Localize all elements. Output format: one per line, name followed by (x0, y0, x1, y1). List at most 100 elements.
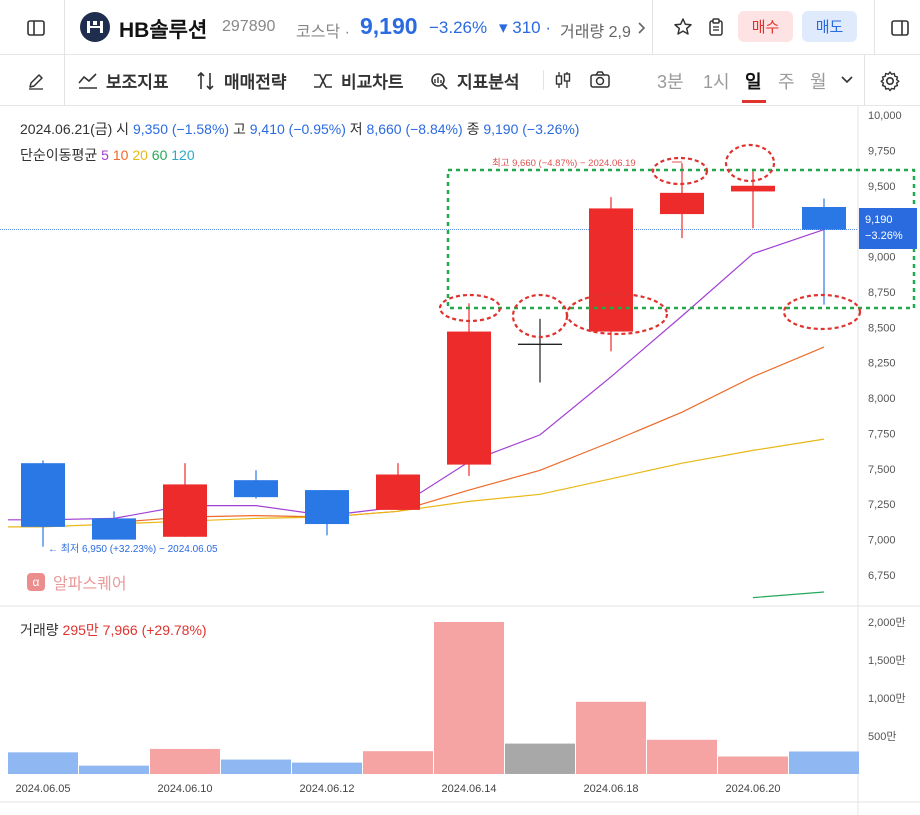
date-tick-label: 2024.06.10 (157, 783, 212, 795)
star-icon[interactable] (670, 14, 696, 40)
camera-icon[interactable] (587, 68, 613, 92)
volume-label: 거래량 2,9 (560, 24, 631, 41)
candle-body[interactable] (376, 474, 420, 510)
price-tag-change: −3.26% (865, 230, 903, 242)
annotation-ellipse (651, 156, 709, 186)
annotation-ellipse (724, 143, 776, 183)
pencil-icon[interactable] (22, 67, 50, 95)
volume-bar (505, 743, 575, 774)
stock-code: 297890 (222, 18, 276, 35)
price-tick-label: 9,750 (868, 145, 896, 157)
volume-bar (292, 762, 362, 774)
alphasquare-watermark: α 알파스퀘어 (27, 570, 127, 594)
price-tick-label: 7,500 (868, 464, 896, 476)
alphasquare-logo-icon: α (27, 573, 45, 591)
candle-body[interactable] (92, 518, 136, 540)
price-tick-label: 9,500 (868, 181, 896, 193)
clipboard-icon[interactable] (703, 14, 729, 40)
price-tick-label: 8,500 (868, 322, 896, 334)
panel-toggle-icon[interactable] (886, 14, 914, 42)
high-annotation: 최고 9,660 (−4.87%) − 2024.06.19 (492, 158, 636, 169)
strategy-button[interactable]: 매매전략 (195, 68, 287, 93)
compare-button[interactable]: 비교차트 (312, 68, 404, 93)
volume-bar (434, 622, 504, 774)
price-tick-label: 6,750 (868, 570, 896, 582)
volume-info: 거래량 295만 7,966 (+29.78%) (20, 620, 207, 640)
ohlc-info: 2024.06.21(금) 시 9,350 (−1.58%) 고 9,410 (… (20, 119, 579, 139)
analysis-button[interactable]: 지표분석 (428, 68, 520, 93)
period-1hour[interactable]: 1시 (703, 72, 730, 92)
candle-body[interactable] (660, 192, 704, 215)
price-tick-label: 8,750 (868, 287, 896, 299)
shuffle-icon (314, 73, 332, 88)
volume-info-label: 거래량 (20, 622, 59, 638)
trade-strategy-icon (197, 71, 214, 90)
chevron-right-icon[interactable] (634, 14, 650, 42)
volume-bar (8, 752, 78, 774)
ma-10: 10 (112, 147, 129, 163)
highlight-box (446, 168, 916, 310)
watermark-text: 알파스퀘어 (53, 576, 127, 593)
low-label: 저 (349, 121, 363, 137)
volume-tick-label: 500만 (868, 730, 896, 743)
candle-body[interactable] (802, 207, 846, 230)
price-tick-label: 8,250 (868, 358, 896, 370)
volume-tick-label: 2,000만 (868, 616, 906, 629)
buy-button[interactable]: 매수 (738, 11, 793, 42)
candle-body[interactable] (21, 463, 65, 527)
volume-tick-label: 1,000만 (868, 692, 906, 705)
analysis-icon (431, 72, 448, 90)
close-value: 9,190 (−3.26%) (483, 121, 580, 137)
top-bar: HB솔루션 297890 코스닥 · 9,190 −3.26% ▾ 310 · … (0, 0, 920, 55)
volume-info-value: 295만 7,966 (+29.78%) (62, 622, 207, 638)
indicators-button[interactable]: 보조지표 (77, 68, 169, 93)
volume-bar (718, 756, 788, 774)
gear-icon[interactable] (876, 67, 904, 95)
sidebar-toggle-icon[interactable] (22, 14, 50, 42)
annotation-ellipse (565, 292, 669, 336)
open-label: 시 (116, 121, 130, 137)
period-week[interactable]: 주 (778, 72, 795, 92)
stock-name[interactable]: HB솔루션 (119, 19, 208, 42)
price-chart[interactable]: 10,0009,7509,5009,2509,0008,7508,5008,25… (0, 106, 920, 815)
period-month[interactable]: 월 (810, 72, 827, 92)
candle-body[interactable] (305, 490, 349, 525)
ma-legend[interactable]: 단순이동평균 5 10 20 60 120 (20, 145, 195, 165)
period-day[interactable]: 일 (745, 72, 762, 92)
volume-bar (363, 751, 433, 774)
open-value: 9,350 (−1.58%) (132, 121, 230, 137)
ma-20: 20 (132, 147, 148, 163)
high-value: 9,410 (−0.95%) (249, 121, 346, 137)
annotation-ellipse (438, 293, 502, 323)
date-tick-label: 2024.06.12 (299, 783, 354, 795)
candle-body[interactable] (447, 331, 491, 465)
volume-bar (221, 759, 291, 774)
volume-bar (647, 739, 717, 774)
candle-body[interactable] (589, 208, 633, 332)
candlestick-icon[interactable] (551, 68, 575, 92)
chevron-down-icon[interactable] (838, 70, 856, 90)
ma-label: 단순이동평균 (20, 147, 98, 163)
ma-60: 60 (151, 147, 168, 163)
indicators-label: 보조지표 (106, 73, 169, 92)
sell-button[interactable]: 매도 (802, 11, 857, 42)
price-tick-label: 7,250 (868, 499, 896, 511)
candle-body[interactable] (163, 484, 207, 537)
current-price-tag: 9,190 −3.26% (859, 208, 917, 249)
date-tick-label: 2024.06.20 (725, 783, 780, 795)
ma-120: 120 (171, 147, 195, 163)
volume-bar (79, 765, 149, 774)
close-label: 종 (466, 121, 480, 137)
price-tag-price: 9,190 (865, 214, 893, 226)
stock-logo-icon (80, 12, 110, 42)
current-price: 9,190 (360, 13, 418, 39)
price-tick-label: 10,000 (868, 110, 902, 122)
period-3min[interactable]: 3분 (657, 72, 684, 92)
candle-body[interactable] (731, 185, 775, 192)
chart-toolbar (0, 55, 920, 106)
date-tick-label: 2024.06.18 (583, 783, 638, 795)
ma-60-line (752, 591, 825, 599)
ma-5: 5 (101, 147, 109, 163)
candle-body[interactable] (234, 480, 278, 498)
strategy-label: 매매전략 (224, 73, 287, 92)
